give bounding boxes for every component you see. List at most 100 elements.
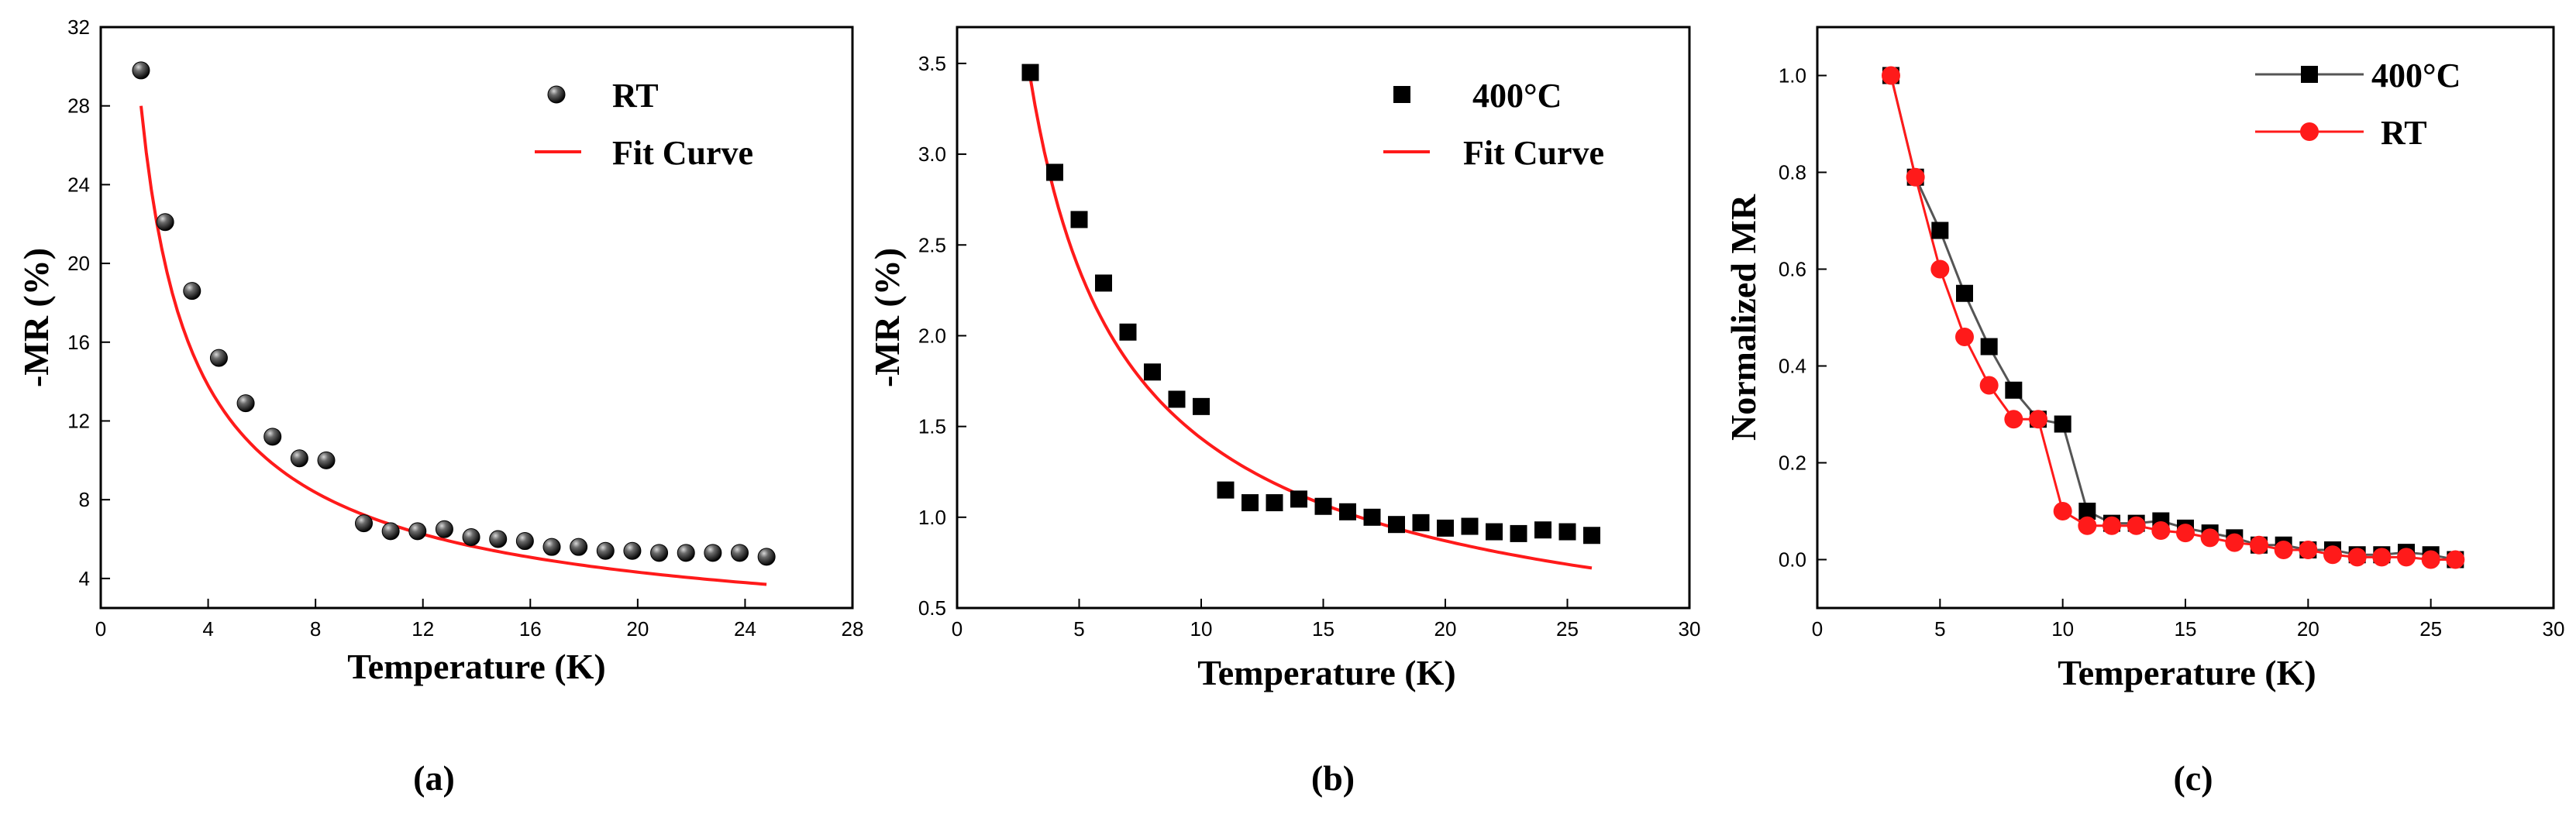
- panel-a-y-tick-label: 8: [79, 488, 90, 511]
- panel-c-point-rt: [2176, 524, 2195, 543]
- panel-c-x-tick-label: 0: [1812, 617, 1823, 641]
- panel-c-y-tick-label: 0.0: [1779, 548, 1806, 572]
- panel-a-point-rt: [263, 428, 282, 446]
- panel-c-point-rt: [2004, 410, 2023, 429]
- panel-b-x-tick-label: 15: [1312, 617, 1334, 641]
- panel-b-point-400c: [1144, 363, 1161, 381]
- panel-c-x-tick-label: 5: [1934, 617, 1945, 641]
- panel-c-point-rt: [1955, 328, 1974, 346]
- panel-a-x-tick-label: 24: [734, 617, 756, 641]
- panel-a-y-tick-label: 4: [79, 567, 90, 590]
- panel-b-point-400c: [1021, 64, 1039, 81]
- panel-b-legend: 400°C Fit Curve: [1383, 77, 1604, 172]
- panel-b-point-400c: [1388, 516, 1405, 534]
- panel-a-point-rt: [596, 541, 615, 560]
- panel-a-y-tick-label: 12: [67, 409, 90, 432]
- panel-b-point-400c: [1558, 523, 1576, 541]
- panel-a-legend: RT Fit Curve: [535, 77, 753, 172]
- panel-c-legend-label-rt: RT: [2381, 114, 2427, 152]
- panel-a-x-tick-label: 12: [412, 617, 434, 641]
- panel-b: 0 5 10 15 20 25 30 0.5 1.0 1.5 2.0 2.5 3.0 3.5 400°C…: [867, 26, 1701, 798]
- panel-c-point-rt: [2029, 410, 2047, 429]
- panel-a-point-rt: [209, 349, 228, 367]
- panel-b-point-400c: [1242, 494, 1259, 512]
- panel-a-x-tick-label: 20: [626, 617, 649, 641]
- panel-b-point-400c: [1217, 481, 1235, 499]
- panel-a-plot-frame: [99, 26, 854, 610]
- panel-c-point-rt: [2323, 545, 2342, 565]
- panel-a: 0 4 8 12 16 20 24 28 4 8 12 16 20 24 28 32 RT Fit Curv…: [16, 15, 863, 798]
- panel-a-point-rt: [731, 544, 749, 562]
- panel-a-x-tick-label: 16: [519, 617, 542, 641]
- panel-b-x-tick-label: 30: [1679, 617, 1701, 641]
- panel-a-point-rt: [408, 522, 427, 541]
- panel-b-x-tick-label: 25: [1556, 617, 1579, 641]
- panel-a-legend-label-rt: RT: [612, 77, 659, 115]
- panel-c-point-400c: [1980, 338, 1998, 356]
- panel-b-point-400c: [1534, 521, 1551, 539]
- panel-c-point-400c: [2078, 503, 2096, 520]
- panel-a-point-rt: [623, 541, 642, 560]
- panel-c-x-tick-label: 30: [2543, 617, 2565, 641]
- panel-a-point-rt: [317, 451, 336, 469]
- panel-a-legend-label-fit: Fit Curve: [612, 134, 753, 172]
- panel-c-legend-label-400c: 400°C: [2371, 57, 2461, 94]
- panel-a-x-tick-label: 0: [95, 617, 106, 641]
- panel-b-label: (b): [1311, 758, 1355, 798]
- panel-c-point-rt: [1882, 66, 1900, 85]
- panel-c-y-tick-label: 0.4: [1779, 355, 1806, 378]
- panel-c-x-tick-label: 25: [2419, 617, 2442, 641]
- panel-c-point-rt: [1979, 376, 1999, 395]
- panel-a-point-rt: [677, 544, 695, 562]
- panel-c-point-400c: [1956, 284, 1973, 302]
- panel-b-point-400c: [1266, 494, 1283, 512]
- panel-c-y-axis-title: Normalized MR: [1724, 194, 1763, 441]
- panel-c-y-tick-label: 0.2: [1779, 452, 1806, 475]
- panel-c-y-tick-label: 0.8: [1779, 161, 1806, 184]
- panel-c-legend: 400°C RT: [2255, 57, 2461, 152]
- panel-b-legend-label-fit: Fit Curve: [1463, 134, 1604, 172]
- panel-c-x-axis-title: Temperature (K): [2058, 653, 2316, 692]
- panel-b-y-tick-label: 0.5: [918, 596, 946, 620]
- panel-c-point-rt: [2421, 550, 2440, 569]
- panel-c-point-rt: [1906, 167, 1925, 187]
- panel-a-point-rt: [704, 544, 722, 562]
- panel-b-y-tick-label: 1.0: [918, 506, 946, 529]
- panel-b-y-axis-title: -MR (%): [867, 248, 907, 387]
- panel-b-point-400c: [1119, 323, 1137, 341]
- panel-c: 0 5 10 15 20 25 30 0.0 0.2 0.4 0.6 0.8 1.0 400°C RT…: [1724, 26, 2565, 798]
- panel-b-plot-frame: [956, 26, 1691, 610]
- panel-b-point-400c: [1314, 497, 1332, 515]
- panel-b-x-tick-label: 0: [952, 617, 963, 641]
- panel-b-point-400c: [1437, 519, 1454, 537]
- panel-a-point-rt: [515, 532, 534, 551]
- panel-b-point-400c: [1168, 390, 1186, 408]
- panel-c-point-rt: [2053, 502, 2072, 520]
- panel-a-point-rt: [290, 449, 308, 468]
- panel-a-point-rt: [542, 538, 561, 556]
- panel-b-legend-label-400c: 400°C: [1472, 77, 1562, 115]
- panel-b-x-axis-title: Temperature (K): [1197, 653, 1455, 692]
- panel-b-point-400c: [1461, 517, 1479, 535]
- panel-b-point-400c: [1583, 527, 1600, 544]
- panel-c-point-rt: [2102, 516, 2121, 535]
- panel-a-y-tick-label: 32: [67, 15, 90, 39]
- panel-a-point-rt: [355, 514, 373, 533]
- panel-a-x-tick-label: 28: [842, 617, 864, 641]
- panel-a-x-tick-label: 4: [202, 617, 213, 641]
- panel-b-y-tick-label: 1.5: [918, 415, 946, 438]
- panel-b-y-tick-label: 2.5: [918, 233, 946, 256]
- panel-a-point-rt: [570, 538, 588, 556]
- panel-c-legend-marker-rt: [2300, 122, 2319, 141]
- panel-c-point-rt: [1930, 259, 1950, 279]
- panel-b-point-400c: [1193, 397, 1210, 415]
- panel-a-legend-marker-rt: [547, 85, 566, 104]
- panel-a-point-rt: [435, 520, 453, 538]
- panel-b-x-tick-label: 20: [1434, 617, 1457, 641]
- panel-a-point-rt: [381, 522, 400, 541]
- panel-a-point-rt: [650, 544, 669, 562]
- panel-c-y-tick-label: 0.6: [1779, 258, 1806, 281]
- panel-b-x-tick-label: 10: [1190, 617, 1213, 641]
- panel-a-y-tick-label: 20: [67, 252, 90, 275]
